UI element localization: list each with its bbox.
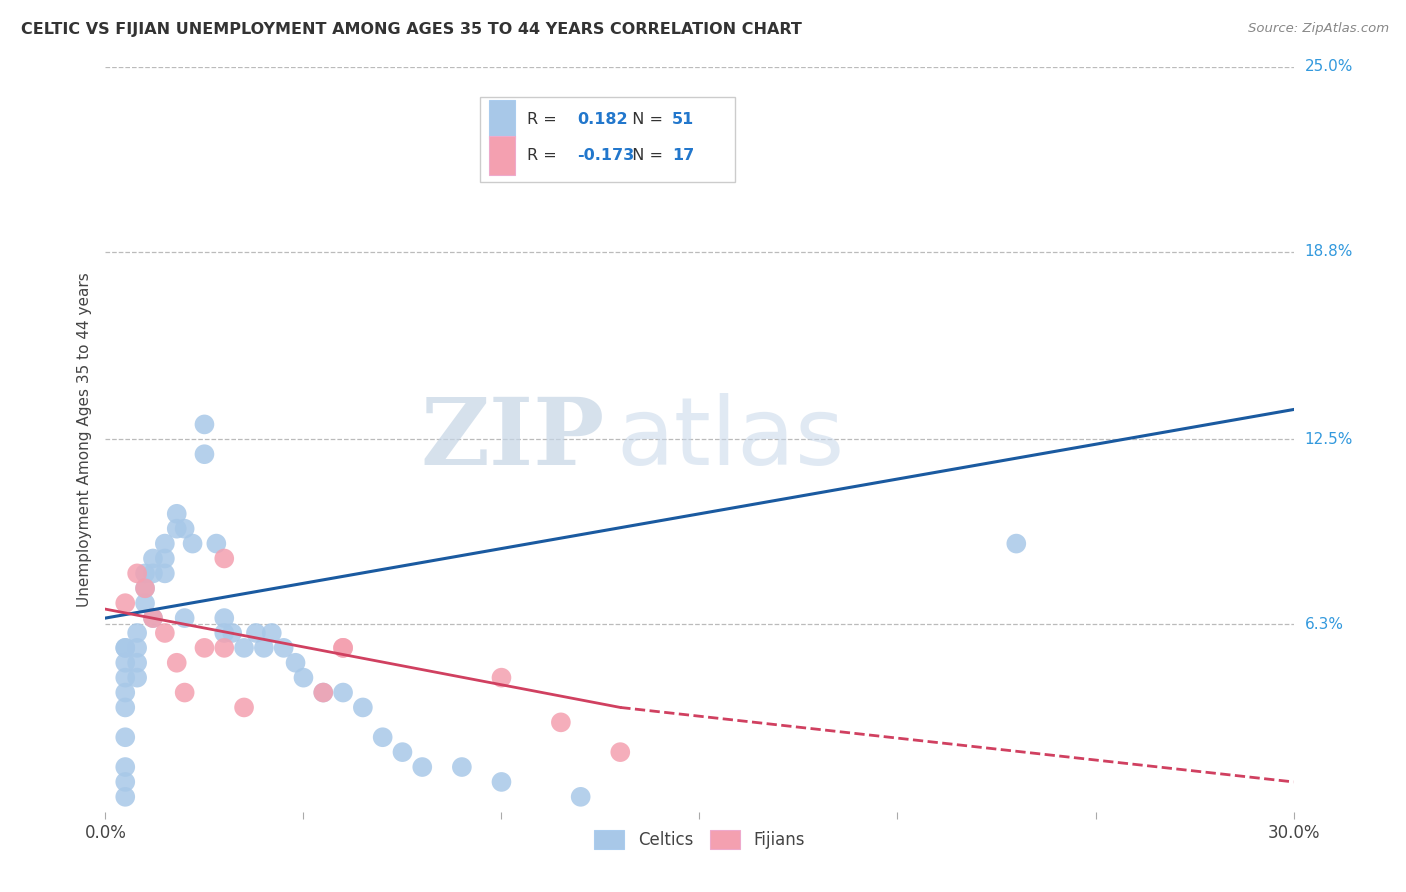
Point: [332, 685, 354, 699]
Point: [193, 417, 215, 432]
Point: [352, 700, 374, 714]
Point: [253, 640, 276, 655]
Point: [127, 656, 149, 670]
Text: 18.8%: 18.8%: [1305, 244, 1353, 259]
Point: [260, 626, 283, 640]
Point: [312, 685, 335, 699]
Text: atlas: atlas: [616, 393, 845, 485]
Point: [491, 671, 513, 685]
Point: [292, 671, 315, 685]
Point: [142, 611, 165, 625]
Point: [142, 551, 165, 566]
Point: [142, 566, 165, 581]
Point: [114, 640, 136, 655]
Point: [609, 745, 631, 759]
Text: ZIP: ZIP: [420, 394, 605, 484]
Point: [1005, 536, 1028, 550]
Point: [153, 566, 176, 581]
Point: [193, 640, 215, 655]
Y-axis label: Unemployment Among Ages 35 to 44 years: Unemployment Among Ages 35 to 44 years: [76, 272, 91, 607]
Bar: [489, 101, 516, 139]
Point: [214, 626, 236, 640]
Point: [114, 685, 136, 699]
Point: [153, 626, 176, 640]
Point: [134, 566, 156, 581]
Point: [134, 582, 156, 596]
Point: [332, 640, 354, 655]
Text: -0.173: -0.173: [576, 148, 634, 163]
Point: [221, 626, 243, 640]
Point: [114, 671, 136, 685]
Point: [173, 611, 195, 625]
Point: [166, 656, 188, 670]
Point: [127, 566, 149, 581]
Point: [205, 536, 228, 550]
Point: [411, 760, 433, 774]
Legend: Celtics, Fijians: Celtics, Fijians: [588, 823, 811, 855]
Point: [114, 656, 136, 670]
Text: 25.0%: 25.0%: [1305, 60, 1353, 74]
Point: [166, 522, 188, 536]
Point: [114, 700, 136, 714]
Text: 12.5%: 12.5%: [1305, 432, 1353, 447]
Point: [284, 656, 307, 670]
Point: [273, 640, 295, 655]
Text: 51: 51: [672, 112, 695, 128]
Bar: [489, 136, 516, 175]
Point: [173, 685, 195, 699]
Point: [127, 626, 149, 640]
Text: Source: ZipAtlas.com: Source: ZipAtlas.com: [1249, 22, 1389, 36]
Text: N =: N =: [623, 112, 668, 128]
Point: [332, 640, 354, 655]
Point: [114, 760, 136, 774]
Point: [233, 700, 256, 714]
Text: R =: R =: [527, 112, 562, 128]
Point: [214, 611, 236, 625]
Point: [114, 789, 136, 804]
Point: [214, 551, 236, 566]
Point: [134, 596, 156, 610]
Point: [450, 760, 472, 774]
Point: [312, 685, 335, 699]
Point: [233, 640, 256, 655]
Point: [181, 536, 204, 550]
Point: [114, 730, 136, 744]
Point: [114, 640, 136, 655]
Text: R =: R =: [527, 148, 562, 163]
Point: [173, 522, 195, 536]
Point: [114, 775, 136, 789]
Text: 6.3%: 6.3%: [1305, 616, 1344, 632]
Point: [550, 715, 572, 730]
Point: [134, 582, 156, 596]
Text: N =: N =: [623, 148, 668, 163]
Point: [371, 730, 394, 744]
Point: [166, 507, 188, 521]
Text: 0.182: 0.182: [576, 112, 627, 128]
Point: [214, 640, 236, 655]
Point: [193, 447, 215, 461]
Text: 17: 17: [672, 148, 695, 163]
Point: [153, 551, 176, 566]
Point: [491, 775, 513, 789]
Point: [127, 640, 149, 655]
Point: [245, 626, 267, 640]
Text: CELTIC VS FIJIAN UNEMPLOYMENT AMONG AGES 35 TO 44 YEARS CORRELATION CHART: CELTIC VS FIJIAN UNEMPLOYMENT AMONG AGES…: [21, 22, 801, 37]
FancyBboxPatch shape: [479, 96, 735, 182]
Point: [153, 536, 176, 550]
Point: [114, 596, 136, 610]
Point: [142, 611, 165, 625]
Point: [127, 671, 149, 685]
Point: [569, 789, 592, 804]
Point: [391, 745, 413, 759]
